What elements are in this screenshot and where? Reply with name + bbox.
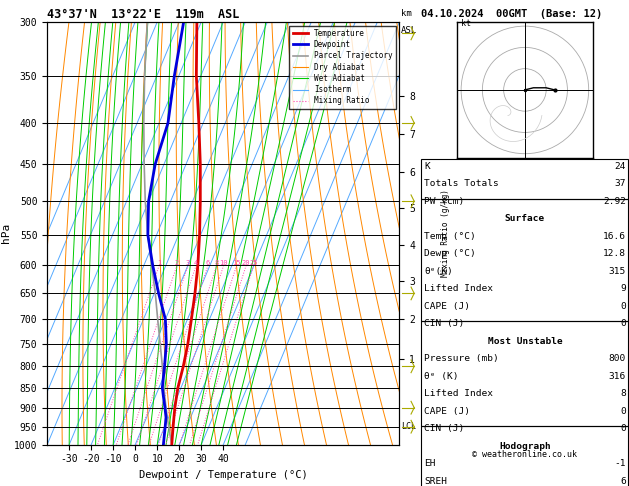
Legend: Temperature, Dewpoint, Parcel Trajectory, Dry Adiabat, Wet Adiabat, Isotherm, Mi: Temperature, Dewpoint, Parcel Trajectory… bbox=[289, 26, 396, 108]
Text: EH: EH bbox=[424, 459, 435, 469]
Text: 0: 0 bbox=[620, 302, 626, 311]
Text: LCL: LCL bbox=[401, 422, 416, 431]
Text: CIN (J): CIN (J) bbox=[424, 319, 464, 329]
Text: 6: 6 bbox=[620, 477, 626, 486]
Text: Temp (°C): Temp (°C) bbox=[424, 232, 476, 241]
Text: 0: 0 bbox=[620, 407, 626, 416]
Text: CIN (J): CIN (J) bbox=[424, 424, 464, 434]
Text: 12.8: 12.8 bbox=[603, 249, 626, 259]
Text: 2.92: 2.92 bbox=[603, 197, 626, 206]
Text: 8: 8 bbox=[214, 260, 218, 266]
Text: Most Unstable: Most Unstable bbox=[487, 337, 562, 346]
Text: K: K bbox=[424, 162, 430, 171]
Text: Lifted Index: Lifted Index bbox=[424, 284, 493, 294]
Text: 2: 2 bbox=[174, 260, 179, 266]
Text: 20: 20 bbox=[242, 260, 250, 266]
Text: 6: 6 bbox=[206, 260, 209, 266]
Text: 316: 316 bbox=[609, 372, 626, 381]
Text: 8: 8 bbox=[620, 389, 626, 399]
Text: SREH: SREH bbox=[424, 477, 447, 486]
Text: 315: 315 bbox=[609, 267, 626, 276]
Text: km: km bbox=[401, 9, 412, 17]
Text: Lifted Index: Lifted Index bbox=[424, 389, 493, 399]
Text: θᵉ (K): θᵉ (K) bbox=[424, 372, 459, 381]
Y-axis label: hPa: hPa bbox=[1, 223, 11, 243]
Text: 16.6: 16.6 bbox=[603, 232, 626, 241]
Text: 3: 3 bbox=[186, 260, 190, 266]
Text: 9: 9 bbox=[620, 284, 626, 294]
Text: 1: 1 bbox=[157, 260, 161, 266]
Text: 4: 4 bbox=[194, 260, 198, 266]
Text: Surface: Surface bbox=[505, 214, 545, 224]
Text: -1: -1 bbox=[615, 459, 626, 469]
Text: Hodograph: Hodograph bbox=[499, 442, 551, 451]
Text: 800: 800 bbox=[609, 354, 626, 364]
Text: 0: 0 bbox=[620, 319, 626, 329]
Text: 25: 25 bbox=[249, 260, 258, 266]
Text: Mixing Ratio (g/kg): Mixing Ratio (g/kg) bbox=[441, 190, 450, 277]
Text: 0: 0 bbox=[620, 424, 626, 434]
Text: 24: 24 bbox=[615, 162, 626, 171]
Text: 10: 10 bbox=[219, 260, 228, 266]
Text: PW (cm): PW (cm) bbox=[424, 197, 464, 206]
Text: CAPE (J): CAPE (J) bbox=[424, 407, 470, 416]
Text: Pressure (mb): Pressure (mb) bbox=[424, 354, 499, 364]
Text: 43°37'N  13°22'E  119m  ASL: 43°37'N 13°22'E 119m ASL bbox=[47, 8, 240, 21]
Text: Totals Totals: Totals Totals bbox=[424, 179, 499, 189]
Text: 04.10.2024  00GMT  (Base: 12): 04.10.2024 00GMT (Base: 12) bbox=[421, 9, 603, 19]
Text: © weatheronline.co.uk: © weatheronline.co.uk bbox=[472, 450, 577, 459]
Text: CAPE (J): CAPE (J) bbox=[424, 302, 470, 311]
Text: 37: 37 bbox=[615, 179, 626, 189]
X-axis label: Dewpoint / Temperature (°C): Dewpoint / Temperature (°C) bbox=[139, 470, 308, 480]
Text: θᵉ(K): θᵉ(K) bbox=[424, 267, 453, 276]
Text: ASL: ASL bbox=[401, 26, 417, 35]
Text: 15: 15 bbox=[232, 260, 240, 266]
Text: Dewp (°C): Dewp (°C) bbox=[424, 249, 476, 259]
Text: kt: kt bbox=[461, 19, 471, 28]
